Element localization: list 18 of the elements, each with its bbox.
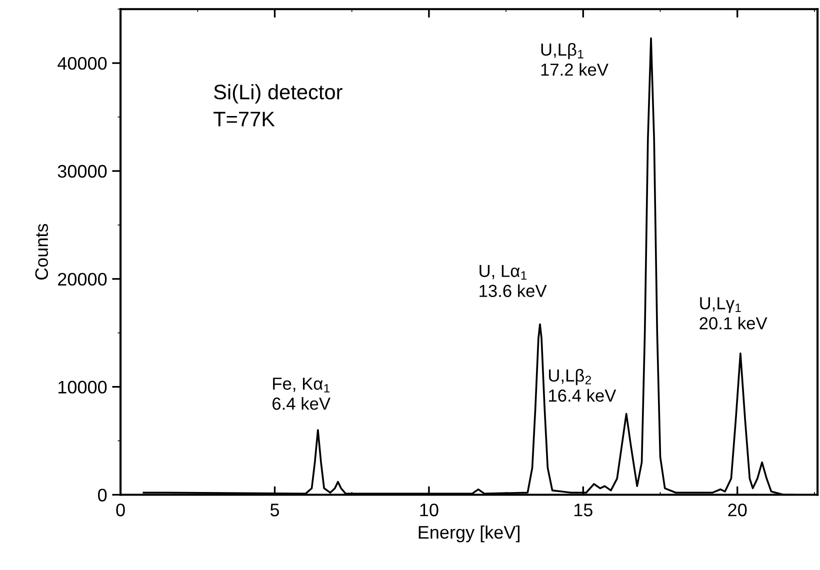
- x-tick-label: 10: [420, 504, 438, 516]
- y-axis-title: Counts: [35, 224, 48, 280]
- annotation: U,Lβ$_{1}$ 17.2 keV: [541, 42, 608, 76]
- y-tick-label: 30000: [58, 164, 107, 178]
- annotation: U,Lγ$_{1}$ 20.1 keV: [700, 297, 768, 330]
- x-tick-label: 15: [574, 504, 592, 516]
- y-tick-label: 0: [98, 488, 107, 502]
- y-tick-label: 20000: [58, 272, 107, 286]
- annotation: Si(Li) detector T=77K: [214, 84, 342, 126]
- y-tick-label: 10000: [58, 380, 107, 394]
- x-tick-label: 0: [116, 504, 125, 516]
- annotation: Fe, Kα$_{1}$ 6.4 keV: [272, 378, 330, 410]
- y-tick-label: 40000: [58, 57, 107, 70]
- annotation: U,Lβ$_{2}$ 16.4 keV: [549, 368, 616, 402]
- x-tick-label: 5: [270, 504, 280, 516]
- annotation: U, Lα$_{1}$ 13.6 keV: [480, 264, 547, 298]
- x-axis-title: Energy [keV]: [418, 525, 520, 542]
- x-tick-label: 20: [728, 504, 747, 516]
